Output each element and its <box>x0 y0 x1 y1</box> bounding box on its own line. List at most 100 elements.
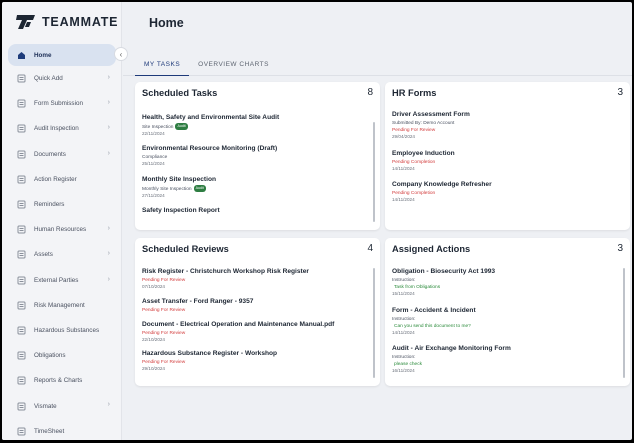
sidebar-item-label: Documents <box>34 150 66 158</box>
item-title: Document - Electrical Operation and Main… <box>142 320 335 328</box>
item-date: 14/11/2024 <box>392 197 415 202</box>
documents-icon <box>16 149 26 159</box>
sidebar-item-home[interactable]: Home <box>8 44 116 66</box>
item-date: 29/04/2024 <box>392 134 415 139</box>
chevron-right-icon: › <box>107 149 110 157</box>
brand-name: TEAMMATE <box>42 15 119 29</box>
item-date: 14/11/2024 <box>392 329 415 335</box>
sidebar-nav: Home Quick Add › Form Submission › Audit Insp… <box>2 44 122 440</box>
item-title: Audit - Air Exchange Monitoring Form <box>392 345 511 352</box>
card-count: 3 <box>617 87 623 98</box>
sidebar-item-vismate[interactable]: Vismate › <box>2 393 122 418</box>
sidebar-item-documents[interactable]: Documents › <box>2 142 122 167</box>
list-item[interactable]: Asset Transfer - Ford Ranger - 9357 Pend… <box>142 298 366 314</box>
tab-overview-charts[interactable]: OVERVIEW CHARTS <box>198 61 269 68</box>
sidebar-item-quick-add[interactable]: Quick Add › <box>2 66 122 91</box>
sidebar-item-audit-inspection[interactable]: Audit Inspection › <box>2 116 122 141</box>
item-date: 27/11/2024 <box>142 192 165 198</box>
list-item[interactable]: Driver Assessment Form Submitted By: Dem… <box>392 111 616 141</box>
audit-badge: Audit <box>175 123 188 130</box>
sidebar-item-label: Audit Inspection <box>34 125 79 133</box>
item-date: 22/11/2024 <box>142 130 165 136</box>
list-item[interactable]: Document - Electrical Operation and Main… <box>142 321 366 344</box>
sidebar-item-reminders[interactable]: Reminders <box>2 192 122 217</box>
item-subtitle: Monthly Site Inspection <box>142 186 192 192</box>
card-count: 8 <box>367 87 373 98</box>
list-item[interactable]: Form - Accident & Incident Instruction: … <box>392 307 616 337</box>
item-date: 15/11/2024 <box>392 291 415 296</box>
item-title: Environmental Resource Monitoring (Draft… <box>142 145 278 153</box>
card-title: Assigned Actions <box>392 244 471 254</box>
sidebar-item-label: Form Submission <box>34 100 83 108</box>
sidebar-item-external-parties[interactable]: External Parties › <box>2 268 122 293</box>
list-item[interactable]: Health, Safety and Environmental Site Au… <box>142 114 366 137</box>
sidebar-item-human-resources[interactable]: Human Resources › <box>2 217 122 242</box>
sidebar-item-label: Reminders <box>34 201 65 209</box>
tab-divider <box>123 75 632 76</box>
scrollbar[interactable] <box>372 122 375 222</box>
assigned-actions-card: Assigned Actions 3 Obligation - Biosecur… <box>385 238 630 386</box>
vismate-icon <box>16 401 26 411</box>
list-item[interactable]: Audit - Air Exchange Monitoring Form Ins… <box>392 345 616 375</box>
instruction-text: Can you send this document to me? <box>394 323 471 329</box>
sidebar-item-label: TimeSheet <box>34 427 65 435</box>
assets-icon <box>16 250 26 260</box>
list-item[interactable]: Company Knowledge Refresher Pending Comp… <box>392 181 616 204</box>
item-title: Driver Assessment Form <box>392 111 470 118</box>
main-content: Home MY TASKS OVERVIEW CHARTS Scheduled … <box>123 2 632 440</box>
chevron-right-icon: › <box>107 225 110 233</box>
card-count: 3 <box>617 243 623 254</box>
item-date: 16/11/2024 <box>392 368 415 373</box>
reports-icon <box>16 376 26 386</box>
list-item[interactable]: Employee Induction Pending Completion 14… <box>392 150 616 173</box>
external-parties-icon <box>16 275 26 285</box>
list-item[interactable]: Monthly Site Inspection Monthly Site Ins… <box>142 176 366 199</box>
item-title: Form - Accident & Incident <box>392 306 476 314</box>
chevron-left-icon: ‹ <box>119 49 123 59</box>
reminders-icon <box>16 200 26 210</box>
sidebar-item-label: Obligations <box>34 352 66 360</box>
list-item[interactable]: Obligation - Biosecurity Act 1993 Instru… <box>392 268 616 298</box>
scrollbar[interactable] <box>622 268 625 378</box>
sidebar-item-label: Reports & Charts <box>34 377 83 385</box>
scrollbar[interactable] <box>372 268 375 378</box>
sidebar-item-label: Hazardous Substances <box>34 326 100 334</box>
list-item[interactable]: Safety Inspection Report <box>142 207 366 214</box>
sidebar-item-reports-charts[interactable]: Reports & Charts <box>2 368 122 393</box>
chevron-right-icon: › <box>107 74 110 81</box>
sidebar-item-risk-management[interactable]: Risk Management <box>2 293 122 318</box>
timesheet-icon <box>16 426 26 436</box>
home-icon <box>16 50 26 60</box>
sidebar-item-obligations[interactable]: Obligations <box>2 343 122 368</box>
item-title: Hazardous Substance Register - Workshop <box>142 350 278 357</box>
logo[interactable]: TEAMMATE <box>16 14 118 30</box>
sidebar: TEAMMATE Home Quick Add › Form Submission › A… <box>2 2 122 440</box>
item-subtitle: Site Inspection <box>142 124 174 130</box>
hazardous-icon <box>16 325 26 335</box>
collapse-sidebar-button[interactable]: ‹ <box>114 47 128 61</box>
item-date: 29/10/2024 <box>142 366 165 371</box>
scheduled-reviews-card: Scheduled Reviews 4 Risk Register - Chri… <box>135 238 380 386</box>
sidebar-item-label: Human Resources <box>34 226 87 234</box>
item-date: 25/11/2024 <box>142 161 165 167</box>
sidebar-item-label: External Parties <box>34 276 79 284</box>
chevron-right-icon: › <box>107 275 110 283</box>
list-item[interactable]: Environmental Resource Monitoring (Draft… <box>142 145 366 168</box>
instruction-text: Task from Obligations <box>394 285 441 290</box>
item-title: Obligation - Biosecurity Act 1993 <box>392 268 496 275</box>
sidebar-item-hazardous-substances[interactable]: Hazardous Substances <box>2 318 122 343</box>
list-item[interactable]: Hazardous Substance Register - Workshop … <box>142 350 366 373</box>
tab-my-tasks[interactable]: MY TASKS <box>135 56 190 76</box>
sidebar-item-timesheet[interactable]: TimeSheet <box>2 419 122 440</box>
obligations-icon <box>16 351 26 361</box>
sidebar-item-action-register[interactable]: Action Register <box>2 167 122 192</box>
status-text: Pending Completion <box>392 159 436 165</box>
list-item[interactable]: Risk Register - Christchurch Workshop Ri… <box>142 268 366 291</box>
item-title: Employee Induction <box>392 149 455 157</box>
item-title: Company Knowledge Refresher <box>392 181 492 188</box>
sidebar-item-assets[interactable]: Assets › <box>2 242 122 267</box>
sidebar-item-form-submission[interactable]: Form Submission › <box>2 91 122 116</box>
status-text: Pending For Review <box>142 330 186 336</box>
action-register-icon <box>16 174 26 184</box>
sidebar-item-label: Risk Management <box>34 301 85 309</box>
